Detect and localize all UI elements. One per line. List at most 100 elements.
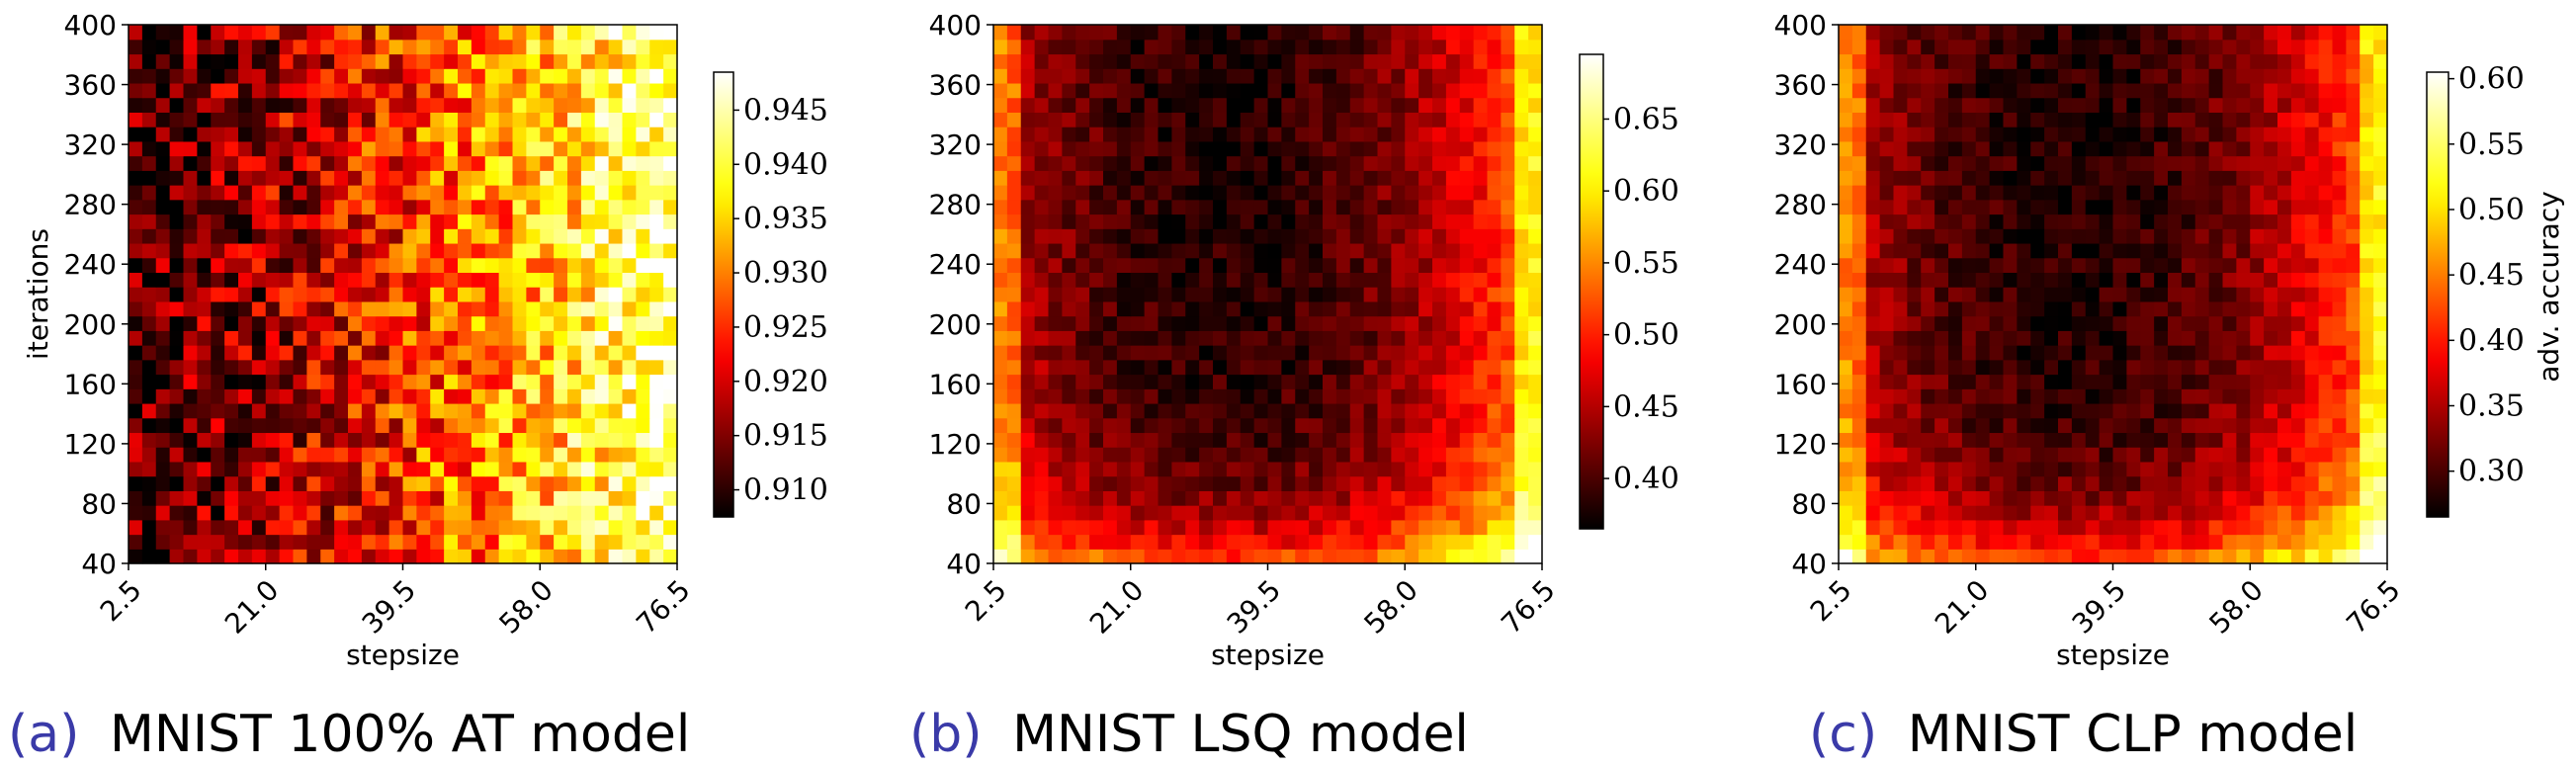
heatmap-cell [1171,185,1186,201]
heatmap-cell [129,432,143,448]
heatmap-cell [1295,315,1310,331]
heatmap-cell [197,475,212,491]
heatmap-cell [1323,330,1337,346]
heatmap-cell [2044,475,2059,491]
heatmap-cell [1103,185,1118,201]
heatmap-cell [2208,185,2224,201]
heatmap-cell [238,359,253,376]
heatmap-cell [2332,140,2347,157]
heatmap-cell [1445,39,1461,55]
heatmap-cell [2264,214,2278,229]
heatmap-cell [1501,53,1515,69]
heatmap-cell [594,549,610,564]
heatmap-cell [1907,82,1922,99]
heatmap-cell [211,432,225,448]
heatmap-cell [320,402,335,419]
heatmap-cell [2318,287,2334,302]
heatmap-cell [1281,214,1296,229]
heatmap-cell [1006,287,1022,302]
heatmap-cell [169,300,185,317]
heatmap-cell [1144,39,1159,55]
heatmap-cell [402,272,417,288]
heatmap-cell [1349,359,1365,376]
heatmap-cell [567,257,582,274]
heatmap-cell [1948,447,1963,463]
heatmap-cell [663,25,678,41]
heatmap-cell [211,112,225,128]
heatmap-cell [1335,475,1351,491]
heatmap-cell [1199,402,1214,419]
heatmap-cell [1921,461,1935,477]
heatmap-cell [444,39,459,55]
heatmap-cell [279,534,295,550]
heatmap-cell [1363,300,1379,317]
heatmap-cell [251,345,267,361]
heatmap-cell [1199,505,1214,521]
heatmap-cell [1130,447,1146,463]
heatmap-cell [2126,505,2141,521]
heatmap-cell [1240,315,1255,331]
heatmap-cell [1034,315,1050,331]
heatmap-cell [1144,315,1159,331]
heatmap-cell [2236,359,2251,376]
heatmap-cell [2236,432,2251,448]
heatmap-cell [458,417,472,434]
heatmap-cell [2030,359,2045,376]
heatmap-cell [2058,214,2073,229]
heatmap-cell [1048,127,1063,142]
heatmap-cell [238,68,253,84]
heatmap-cell [1514,519,1529,536]
heatmap-cell [2318,330,2334,346]
heatmap-cell [2250,82,2265,99]
heatmap-cell [498,549,514,564]
heatmap-cell [1048,534,1063,550]
heatmap-cell [1062,112,1076,128]
heatmap-cell [512,97,527,113]
heatmap-cell [1281,170,1296,186]
heatmap-cell [279,447,295,463]
heatmap-cell [2044,300,2059,317]
heatmap-cell [1144,345,1159,361]
heatmap-cell [1130,53,1146,69]
heatmap-cell [211,359,225,376]
heatmap-cell [1948,140,1963,157]
heatmap-cell [2071,257,2087,274]
heatmap-cell [1253,287,1269,302]
heatmap-cell [2222,242,2237,259]
heatmap-cell [320,287,335,302]
heatmap-cell [2346,519,2361,536]
heatmap-cell [1130,155,1146,171]
heatmap-cell [1921,287,1935,302]
heatmap-cell [2058,228,2073,244]
heatmap-cell [1253,359,1269,376]
heatmap-cell [1921,388,1935,404]
heatmap-cell [129,140,143,157]
heatmap-cell [2085,140,2101,157]
heatmap-cell [2058,519,2073,536]
heatmap-cell [1171,257,1186,274]
heatmap-cell [1975,39,1991,55]
heatmap-cell [2154,25,2169,41]
heatmap-cell [293,214,307,229]
heatmap-cell [608,300,624,317]
heatmap-cell [2194,388,2210,404]
heatmap-cell [580,97,596,113]
heatmap-cell [279,112,295,128]
heatmap-cell [580,461,596,477]
heatmap-cell [1006,388,1022,404]
heatmap-cell [1213,388,1228,404]
heatmap-cell [1281,388,1296,404]
heatmap-cell [1323,287,1337,302]
heatmap-cell [2099,140,2114,157]
heatmap-cell [1089,25,1104,41]
heatmap-cell [580,432,596,448]
heatmap-cell [1185,25,1200,41]
heatmap-cell [1213,140,1228,157]
heatmap-cell [2126,287,2141,302]
heatmap-cell [2168,300,2183,317]
heatmap-cell [1062,461,1076,477]
heatmap-cell [2071,82,2087,99]
heatmap-cell [512,199,527,215]
heatmap-cell [183,432,198,448]
